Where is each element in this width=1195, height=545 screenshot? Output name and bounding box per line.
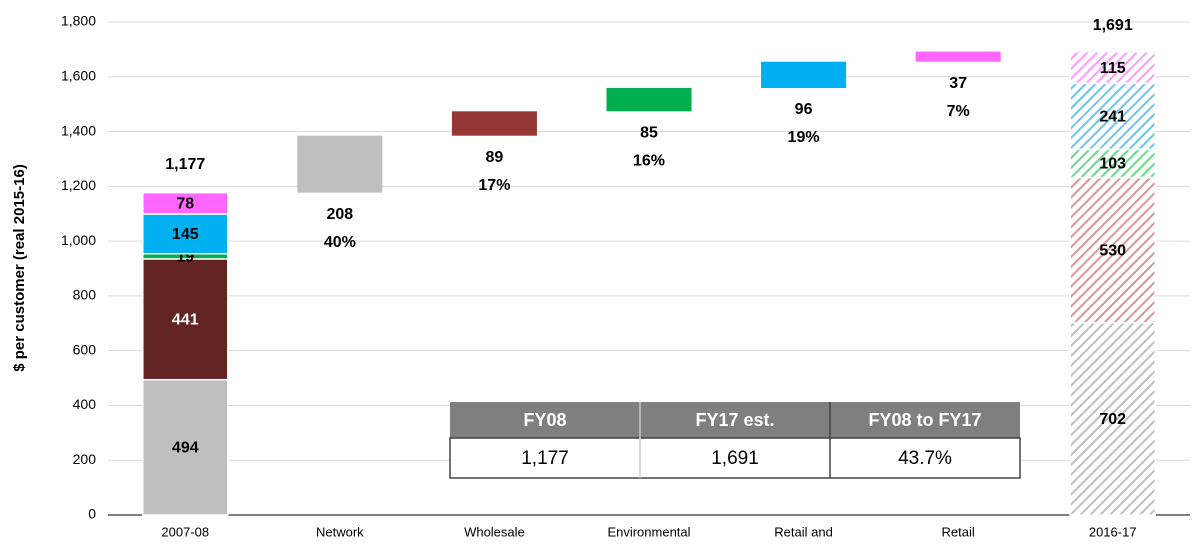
step-bar — [297, 135, 383, 193]
step-label: 89 — [486, 149, 504, 166]
y-tick-label: 0 — [88, 506, 96, 522]
segment-label: 103 — [1099, 156, 1126, 173]
segment-label: 145 — [172, 226, 199, 243]
step-bar — [915, 51, 1001, 62]
table-cell: 1,177 — [521, 448, 569, 469]
table-header: FY08 — [523, 410, 566, 430]
step-percent-label: 16% — [633, 153, 665, 170]
bar-segment — [142, 213, 229, 255]
step-bar — [606, 88, 692, 112]
bar-segment — [1069, 148, 1156, 179]
x-tick-label: Wholesale — [464, 524, 525, 539]
step-label: 85 — [640, 125, 658, 142]
segment-label: 494 — [172, 440, 199, 457]
table-header-bg — [450, 402, 1020, 438]
table-header: FY17 est. — [695, 410, 774, 430]
y-tick-label: 600 — [73, 341, 97, 357]
y-tick-label: 1,400 — [61, 122, 96, 138]
step-percent-label: 7% — [947, 103, 970, 120]
bar-segment — [142, 258, 229, 381]
bar-segment — [1069, 176, 1156, 324]
step-bar — [451, 111, 537, 136]
y-tick-label: 1,600 — [61, 67, 96, 83]
table-cell: 1,691 — [711, 448, 759, 469]
segment-label: 115 — [1100, 60, 1126, 77]
y-tick-label: 1,000 — [61, 232, 96, 248]
bar-segment — [142, 191, 229, 215]
step-bar — [761, 61, 847, 89]
bar-segment — [142, 378, 229, 516]
segment-label: 441 — [172, 312, 199, 329]
table-header: FY08 to FY17 — [868, 410, 981, 430]
x-tick-label: Network — [316, 524, 364, 539]
total-label: 1,177 — [165, 156, 205, 173]
bar-segment — [1069, 321, 1156, 516]
y-tick-label: 1,800 — [61, 13, 96, 29]
segment-label: 78 — [176, 196, 194, 213]
x-tick-label: Environmental — [607, 524, 690, 539]
y-tick-label: 800 — [73, 287, 97, 303]
segment-label: 241 — [1099, 109, 1126, 126]
x-tick-label: 2016-17 — [1089, 524, 1137, 539]
y-axis-label: $ per customer (real 2015-16) — [11, 164, 28, 372]
y-tick-label: 1,200 — [61, 177, 96, 193]
segment-label: 530 — [1099, 242, 1126, 259]
y-tick-label: 200 — [73, 451, 97, 467]
total-label: 1,691 — [1093, 17, 1133, 34]
step-percent-label: 19% — [788, 129, 820, 146]
x-tick-label: Retail and — [774, 524, 833, 539]
table-cell: 43.7% — [898, 448, 952, 469]
bar-segment — [1069, 51, 1156, 85]
step-percent-label: 40% — [324, 234, 356, 251]
x-tick-label: Retail — [942, 524, 975, 539]
step-label: 208 — [327, 206, 354, 223]
y-tick-label: 400 — [73, 396, 97, 412]
table-body-bg — [449, 437, 1021, 479]
step-percent-label: 17% — [478, 177, 510, 194]
step-label: 96 — [795, 101, 813, 118]
x-tick-label: 2007-08 — [161, 524, 209, 539]
bar-segment — [1069, 82, 1156, 151]
step-label: 37 — [949, 75, 967, 92]
segment-label: 702 — [1099, 411, 1126, 428]
